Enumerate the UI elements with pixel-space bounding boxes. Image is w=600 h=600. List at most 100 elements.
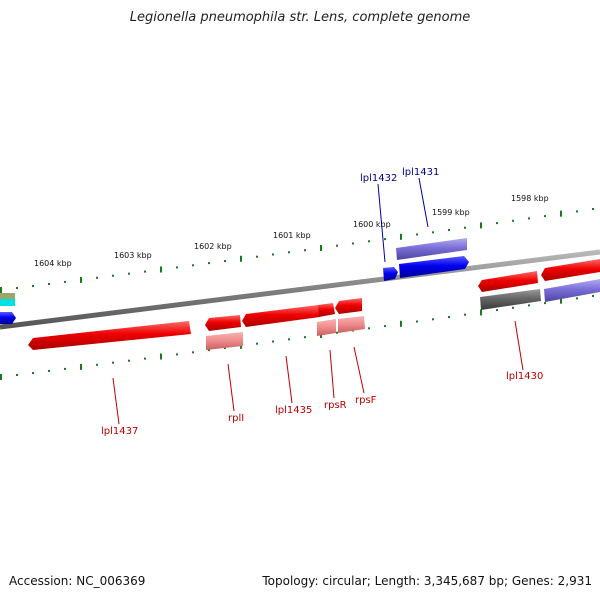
outer-minor-tick (384, 238, 386, 241)
outer-major-tick (0, 287, 2, 293)
edge-feature-blue (0, 312, 16, 324)
outer-minor-tick (16, 287, 18, 289)
outer-minor-tick (256, 255, 258, 258)
outer-minor-tick (512, 219, 514, 222)
kbp-label-1603: 1603 kbp (114, 251, 152, 260)
inner-major-tick (160, 353, 162, 360)
inner-minor-tick (432, 318, 434, 321)
outer-minor-tick (224, 260, 226, 262)
outer-minor-tick (576, 210, 578, 213)
gene-rpsF-pink (338, 316, 365, 333)
outer-minor-tick (544, 215, 546, 218)
outer-major-tick (320, 245, 322, 251)
outer-minor-tick (48, 283, 50, 285)
outer-major-tick (400, 233, 402, 240)
label-rplI: rplI (228, 413, 244, 424)
outer-major-tick (480, 222, 482, 229)
outer-minor-tick (208, 262, 210, 265)
inner-minor-tick (544, 302, 546, 305)
gene-rplI-pink (206, 332, 243, 350)
map-title: Legionella pneumophila str. Lens, comple… (129, 10, 471, 25)
inner-minor-tick (48, 370, 50, 372)
inner-minor-tick (288, 338, 290, 341)
inner-minor-tick (512, 306, 514, 309)
outer-minor-tick (304, 249, 306, 252)
outer-minor-tick (352, 242, 354, 245)
outer-minor-tick (272, 253, 274, 256)
gene-right-red (541, 259, 600, 281)
inner-minor-tick (464, 313, 466, 316)
outer-minor-tick (496, 222, 498, 225)
gene-rpsR-pink (317, 319, 336, 336)
outer-minor-tick (528, 217, 530, 220)
gene-rpsF (335, 298, 362, 314)
inner-minor-tick (192, 351, 194, 354)
outer-minor-tick (336, 244, 338, 247)
label-lpl1431: lpl1431 (402, 167, 439, 178)
outer-minor-tick (176, 266, 178, 269)
edge-feature-olive (0, 293, 15, 299)
label-rpsR: rpsR (324, 400, 347, 411)
gene-right-gray (480, 289, 541, 310)
inner-minor-tick (256, 342, 258, 345)
inner-major-tick (400, 320, 402, 327)
kbp-label-1604: 1604 kbp (34, 259, 72, 268)
outer-major-tick (160, 266, 162, 273)
leader-rplI (227, 363, 235, 412)
outer-minor-tick (128, 272, 130, 275)
outer-minor-tick (288, 251, 290, 254)
kbp-label-1599: 1599 kbp (432, 208, 470, 217)
label-rpsF: rpsF (355, 395, 377, 406)
outer-minor-tick (112, 274, 114, 277)
gene-rpsR (318, 303, 335, 317)
outer-minor-tick (464, 226, 466, 229)
leader-lpl1435 (285, 355, 293, 404)
kbp-label-1600: 1600 kbp (353, 220, 391, 229)
inner-minor-tick (176, 353, 178, 356)
leader-lpl1430 (514, 320, 524, 371)
inner-minor-tick (96, 363, 98, 366)
leader-lpl1437 (112, 377, 120, 425)
gene-lpl1435 (242, 305, 320, 327)
gene-lpl1430 (478, 271, 538, 292)
inner-minor-tick (448, 316, 450, 318)
outer-minor-tick (64, 280, 66, 283)
inner-minor-tick (64, 367, 66, 370)
outer-minor-tick (592, 208, 594, 210)
genome-backbone (0, 249, 600, 330)
inner-major-tick (560, 297, 562, 304)
inner-major-tick (0, 374, 2, 380)
leader-lpl1432 (377, 183, 386, 263)
label-lpl1437: lpl1437 (101, 426, 138, 437)
gene-lpl1432 (383, 267, 398, 281)
outer-major-tick (240, 255, 242, 262)
inner-minor-tick (592, 295, 594, 297)
gene-right-purple (544, 279, 600, 302)
gene-lpl1431 (399, 256, 469, 278)
inner-minor-tick (304, 336, 306, 339)
inner-minor-tick (496, 309, 498, 312)
outer-minor-tick (192, 264, 194, 267)
outer-tick-row (0, 208, 594, 293)
outer-minor-tick (32, 285, 34, 287)
outer-minor-tick (96, 276, 98, 279)
inner-minor-tick (144, 357, 146, 360)
outer-major-tick (560, 210, 562, 217)
inner-major-tick (480, 309, 482, 316)
edge-feature-cyan (0, 299, 15, 306)
inner-minor-tick (208, 349, 210, 352)
kbp-label-1598: 1598 kbp (511, 194, 549, 203)
outer-minor-tick (368, 240, 370, 243)
gene-rplI (205, 315, 241, 331)
leader-rpsR (329, 349, 335, 399)
genome-summary-text: Topology: circular; Length: 3,345,687 bp… (262, 574, 592, 588)
outer-minor-tick (432, 231, 434, 234)
outer-major-tick (80, 276, 82, 283)
outer-minor-tick (448, 229, 450, 231)
kbp-label-1602: 1602 kbp (194, 242, 232, 251)
inner-minor-tick (224, 347, 226, 349)
inner-minor-tick (128, 359, 130, 362)
label-lpl1430: lpl1430 (506, 371, 543, 382)
inner-minor-tick (528, 304, 530, 307)
